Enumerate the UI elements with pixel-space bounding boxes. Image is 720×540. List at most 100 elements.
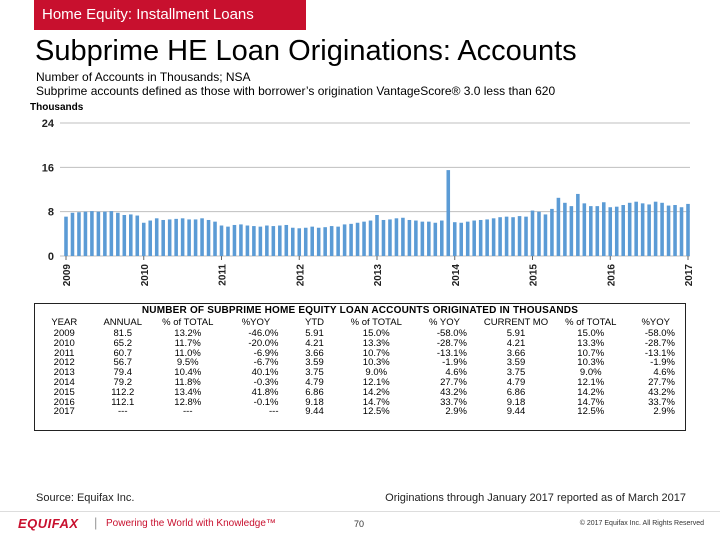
chart-bar	[686, 203, 690, 256]
table-cell: 13.2%	[174, 329, 202, 339]
chart-bar	[452, 222, 457, 256]
chart-bar	[103, 211, 107, 256]
x-tick-label: 2017	[684, 264, 695, 287]
table-cell: 3.75	[506, 368, 526, 378]
table-cell: -20.0%	[248, 338, 279, 349]
col-header: %YOY	[241, 317, 271, 328]
table-cell: 11.8%	[174, 377, 201, 388]
chart-bar	[64, 216, 68, 256]
table-cell: 2011	[54, 348, 75, 359]
y-axis-ticks: 0 8 16 24	[42, 118, 55, 263]
table-cell: 14.7%	[577, 397, 605, 408]
chart-bar	[323, 227, 327, 256]
chart-bar	[167, 219, 172, 256]
table-cell: 2009	[53, 329, 75, 339]
table-cell: 10.4%	[174, 368, 202, 378]
table-cell: 9.44	[506, 407, 526, 418]
table-cell: 15.0%	[362, 329, 390, 339]
table-cell: 6.86	[506, 387, 526, 398]
equifax-logo: EQUIFAX	[18, 516, 79, 531]
table-title: NUMBER OF SUBPRIME HOME EQUITY LOAN ACCO…	[141, 305, 579, 316]
table-cell: 5.91	[305, 329, 324, 339]
table-row: 2010 65.2 11.7% -20.0% 4.21 13.3% -28.7% 4.21 13…	[35, 339, 685, 349]
table-cell: 4.79	[305, 377, 324, 388]
col-header: % of TOTAL	[162, 317, 214, 328]
chart-bar	[375, 214, 379, 256]
chart-gridlines	[60, 122, 690, 257]
chart-bar	[440, 220, 444, 256]
chart-bar	[161, 219, 165, 256]
chart-bar	[601, 202, 606, 256]
table-cell: -1.9%	[442, 358, 467, 369]
chart-bar	[543, 214, 548, 256]
chart-bar	[342, 224, 347, 256]
logo-separator: |	[94, 515, 98, 530]
chart-bar	[77, 212, 81, 256]
table-row: 2014 79.2 11.8% -0.3% 4.79 12.1% 27.7% 4.79 12.1…	[35, 378, 685, 388]
chart-bar	[446, 170, 451, 256]
col-header: %YOY	[641, 317, 670, 328]
table-cell: 12.8%	[174, 397, 202, 408]
chart-bar	[96, 211, 101, 256]
chart-bar	[303, 227, 308, 256]
chart-bar	[414, 220, 418, 256]
chart-bar	[433, 222, 438, 256]
table-cell: 2.9%	[445, 407, 467, 418]
chart-bar	[271, 226, 276, 256]
table-body: 2009 81.5 13.2% -46.0% 5.91 15.0% -58.0% 5.91 15…	[35, 329, 685, 418]
chart-bar	[595, 206, 600, 256]
chart-bar	[239, 224, 243, 256]
chart-bar	[213, 221, 217, 256]
chart-bar	[660, 202, 664, 256]
copyright: © 2017 Equifax Inc. All Rights Reserved	[579, 520, 704, 527]
chart-bar	[316, 227, 321, 256]
table-cell: 13.4%	[174, 387, 202, 398]
chart-bar	[381, 219, 386, 256]
table-cell: -28.7%	[644, 338, 675, 349]
chart-bar	[135, 215, 140, 256]
table-cell: -13.1%	[436, 348, 467, 359]
table-cell: 112.1	[111, 397, 135, 408]
x-tick-label: 2011	[218, 264, 229, 286]
chart-bar	[472, 220, 476, 256]
table-cell: 4.6%	[445, 368, 467, 378]
table-cell: 12.5%	[362, 407, 390, 418]
table-row: 2016 112.1 12.8% -0.1% 9.18 14.7% 33.7% 9.18 14.…	[35, 398, 685, 408]
x-axis-ticks: 2009 2010 2011 2012 2013 2014 2015 2016 2017	[62, 256, 695, 286]
chart-bar	[355, 222, 360, 256]
table-row: 2009 81.5 13.2% -46.0% 5.91 15.0% -58.0% 5.91 15…	[35, 329, 685, 339]
chart-bar	[219, 225, 224, 256]
chart-bar	[459, 222, 464, 256]
chart-bar	[485, 219, 489, 256]
table-cell: 4.6%	[653, 368, 675, 378]
table-cell: 3.59	[506, 358, 526, 369]
table-cell: 13.3%	[362, 338, 390, 349]
chart-bar	[582, 203, 587, 256]
chart-bar	[511, 217, 515, 256]
table-cell: 12.1%	[577, 377, 605, 388]
table-cell: 3.59	[305, 358, 324, 369]
chart-bar	[297, 228, 302, 256]
chart-bar	[491, 218, 496, 256]
table-cell: 5.91	[506, 329, 526, 339]
table-cell: -0.1%	[253, 397, 279, 408]
chart-bar	[465, 221, 470, 256]
table-cell: 14.2%	[577, 387, 605, 398]
table-cell: 40.1%	[251, 368, 279, 378]
footer-divider	[0, 511, 720, 512]
table-cell: 10.7%	[577, 348, 605, 359]
table-cell: 14.7%	[362, 397, 390, 408]
table-cell: 2015	[53, 387, 75, 398]
table-cell: 33.7%	[440, 397, 467, 408]
chart-bar	[206, 219, 211, 256]
table-row: 2013 79.4 10.4% 40.1% 3.75 9.0% 4.6% 3.75 9.0% 4.…	[35, 368, 685, 378]
chart-bar	[401, 217, 405, 256]
table-cell: 10.7%	[362, 348, 390, 359]
y-tick-label: 24	[42, 118, 55, 130]
chart-bar	[673, 205, 677, 256]
table-cell: -58.0%	[644, 329, 675, 339]
table-cell: 4.79	[506, 377, 526, 388]
table-cell: 60.7	[113, 348, 133, 359]
x-tick-label: 2016	[606, 264, 617, 287]
chart-bar	[524, 216, 528, 256]
